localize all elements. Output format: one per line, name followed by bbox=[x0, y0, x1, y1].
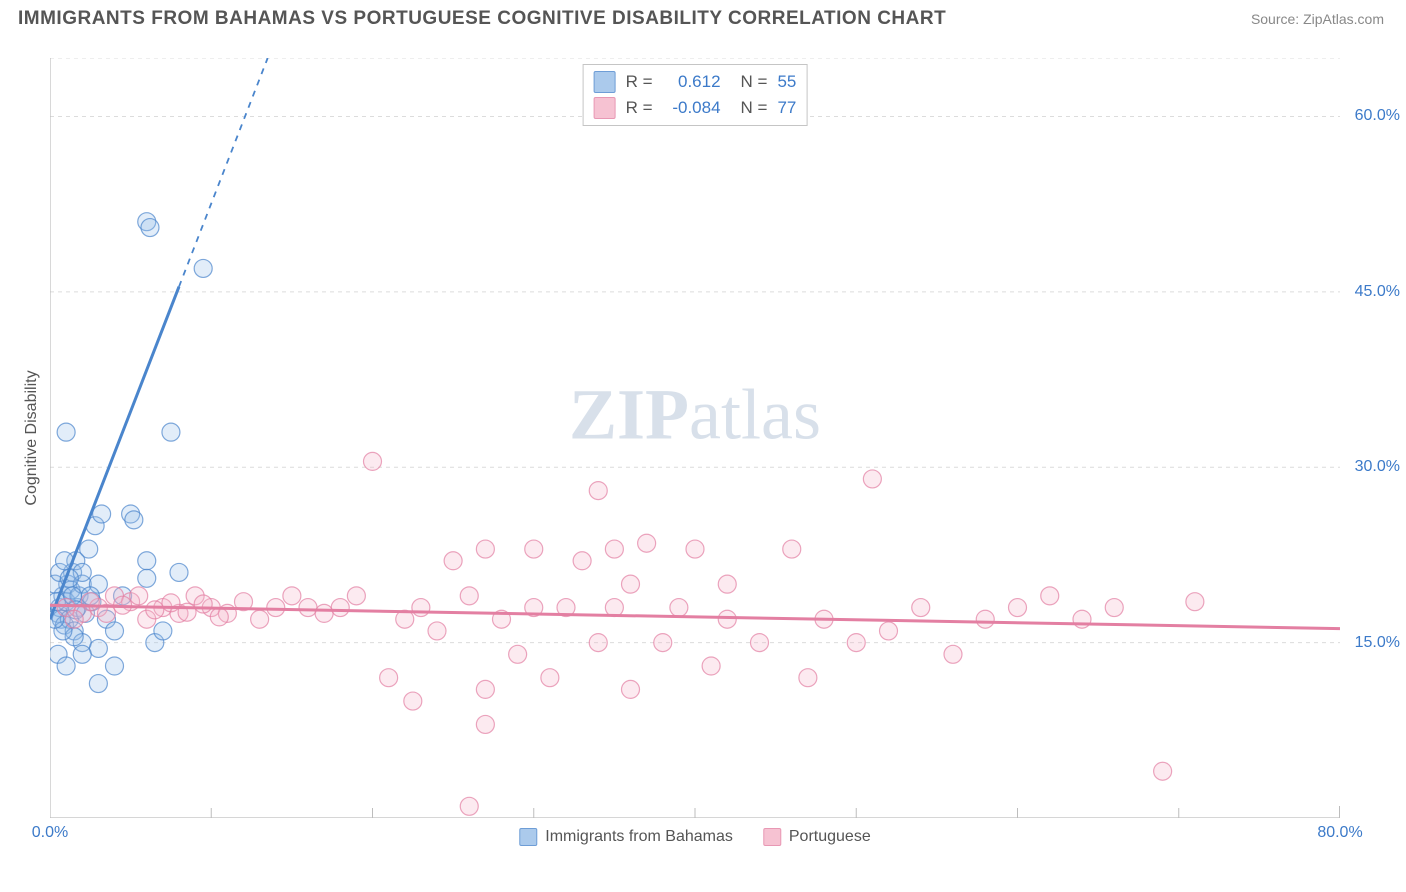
legend-swatch bbox=[594, 71, 616, 93]
y-axis-label: Cognitive Disability bbox=[23, 370, 41, 505]
x-tick-label: 0.0% bbox=[32, 824, 68, 842]
series-legend: Immigrants from Bahamas Portuguese bbox=[519, 828, 870, 846]
y-tick-label: 30.0% bbox=[1355, 458, 1400, 476]
n-value: 77 bbox=[777, 98, 796, 118]
r-label: R = bbox=[626, 98, 653, 118]
r-value: -0.084 bbox=[663, 98, 721, 118]
correlation-legend: R = 0.612 N = 55 R = -0.084 N = 77 bbox=[583, 64, 808, 126]
source-label: Source: ZipAtlas.com bbox=[1251, 11, 1384, 27]
chart-area: Cognitive Disability ZIPatlas 15.0%30.0%… bbox=[50, 58, 1340, 818]
y-tick-label: 15.0% bbox=[1355, 634, 1400, 652]
scatter-plot bbox=[50, 58, 1340, 818]
legend-label: Portuguese bbox=[789, 828, 871, 846]
n-value: 55 bbox=[777, 72, 796, 92]
x-tick-label: 80.0% bbox=[1317, 824, 1362, 842]
chart-title: IMMIGRANTS FROM BAHAMAS VS PORTUGUESE CO… bbox=[18, 8, 946, 30]
r-label: R = bbox=[626, 72, 653, 92]
n-label: N = bbox=[741, 72, 768, 92]
legend-swatch bbox=[763, 828, 781, 846]
legend-swatch bbox=[594, 97, 616, 119]
n-label: N = bbox=[741, 98, 768, 118]
y-tick-label: 60.0% bbox=[1355, 107, 1400, 125]
r-value: 0.612 bbox=[663, 72, 721, 92]
legend-swatch bbox=[519, 828, 537, 846]
legend-label: Immigrants from Bahamas bbox=[545, 828, 733, 846]
y-tick-label: 45.0% bbox=[1355, 283, 1400, 301]
